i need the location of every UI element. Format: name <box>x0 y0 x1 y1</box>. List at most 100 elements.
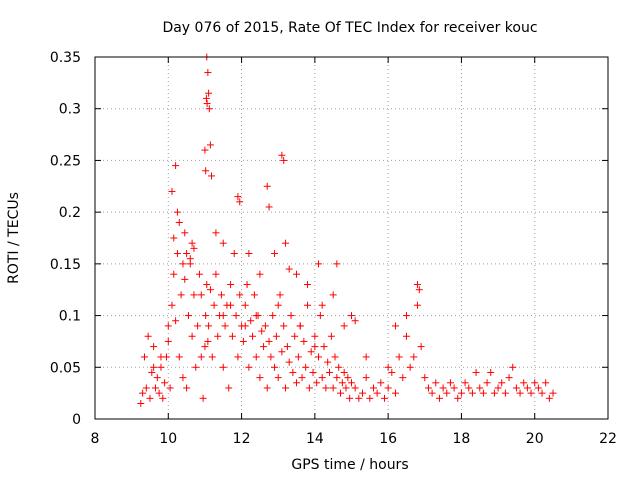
data-point <box>531 379 539 387</box>
data-point <box>150 343 158 351</box>
data-point <box>236 291 244 299</box>
data-point <box>172 317 180 325</box>
data-point <box>155 389 163 397</box>
x-tick-label: 14 <box>306 431 324 447</box>
data-point <box>164 337 172 345</box>
data-point <box>351 317 359 325</box>
data-point <box>261 322 269 330</box>
data-point <box>232 312 240 320</box>
data-point <box>186 255 194 263</box>
data-point <box>509 363 517 371</box>
data-point <box>410 353 418 361</box>
data-point <box>538 389 546 397</box>
data-point <box>342 384 350 392</box>
x-tick-label: 8 <box>91 431 100 447</box>
data-point <box>300 337 308 345</box>
data-point <box>490 389 498 397</box>
data-point <box>214 332 222 340</box>
data-point <box>527 389 535 397</box>
data-point <box>304 281 312 289</box>
data-point <box>203 100 211 108</box>
data-point <box>415 286 423 294</box>
y-tick-label: 0.1 <box>59 309 81 325</box>
data-point <box>402 312 410 320</box>
data-point <box>208 172 216 180</box>
data-point <box>172 162 180 170</box>
data-point <box>293 379 301 387</box>
data-point <box>205 322 213 330</box>
data-point <box>362 374 370 382</box>
data-point <box>282 384 290 392</box>
data-point <box>476 384 484 392</box>
data-point <box>179 374 187 382</box>
data-point <box>181 229 189 237</box>
data-point <box>245 363 253 371</box>
data-point <box>199 394 207 402</box>
data-point <box>250 291 258 299</box>
data-point <box>219 363 227 371</box>
data-point <box>188 332 196 340</box>
data-point <box>168 301 176 309</box>
data-point <box>280 156 288 164</box>
x-tick-label: 20 <box>526 431 544 447</box>
data-point <box>228 332 236 340</box>
data-point <box>217 291 225 299</box>
data-point <box>179 260 187 268</box>
data-point <box>263 384 271 392</box>
data-point <box>402 332 410 340</box>
data-point <box>366 394 374 402</box>
data-point <box>234 193 242 201</box>
data-point <box>311 332 319 340</box>
data-point <box>346 394 354 402</box>
data-point <box>204 337 212 345</box>
data-point <box>380 394 388 402</box>
data-point <box>170 270 178 278</box>
data-point <box>221 322 229 330</box>
data-point <box>487 368 495 376</box>
data-point <box>333 260 341 268</box>
data-point <box>230 250 238 258</box>
data-point <box>329 384 337 392</box>
data-point <box>285 358 293 366</box>
y-tick-label: 0.15 <box>50 257 81 273</box>
data-point <box>197 291 205 299</box>
data-point <box>210 301 218 309</box>
y-tick-label: 0.25 <box>50 153 81 169</box>
data-point <box>280 322 288 330</box>
data-point <box>331 353 339 361</box>
data-point <box>204 69 212 77</box>
data-point <box>252 312 260 320</box>
data-point <box>446 379 454 387</box>
data-point <box>153 374 161 382</box>
data-point <box>309 368 317 376</box>
data-point <box>501 389 509 397</box>
data-point <box>505 374 513 382</box>
data-point <box>202 94 210 102</box>
x-tick-label: 22 <box>599 431 617 447</box>
data-point <box>184 312 192 320</box>
data-point <box>298 374 306 382</box>
data-point <box>355 394 363 402</box>
data-point <box>140 353 148 361</box>
data-point <box>320 343 328 351</box>
data-point <box>479 389 487 397</box>
data-point <box>245 250 253 258</box>
data-point <box>164 322 172 330</box>
data-point <box>274 374 282 382</box>
data-point <box>340 368 348 376</box>
data-point <box>190 244 198 252</box>
data-point <box>173 208 181 216</box>
data-point <box>205 89 213 97</box>
data-point <box>283 343 291 351</box>
x-tick-label: 10 <box>159 431 177 447</box>
data-point <box>289 368 297 376</box>
y-tick-label: 0.3 <box>59 102 81 118</box>
data-point <box>461 379 469 387</box>
data-point <box>450 384 458 392</box>
data-point <box>424 384 432 392</box>
data-point <box>399 374 407 382</box>
x-axis-label: GPS time / hours <box>291 457 408 473</box>
data-point <box>201 343 209 351</box>
data-point <box>326 368 334 376</box>
data-point <box>227 301 235 309</box>
